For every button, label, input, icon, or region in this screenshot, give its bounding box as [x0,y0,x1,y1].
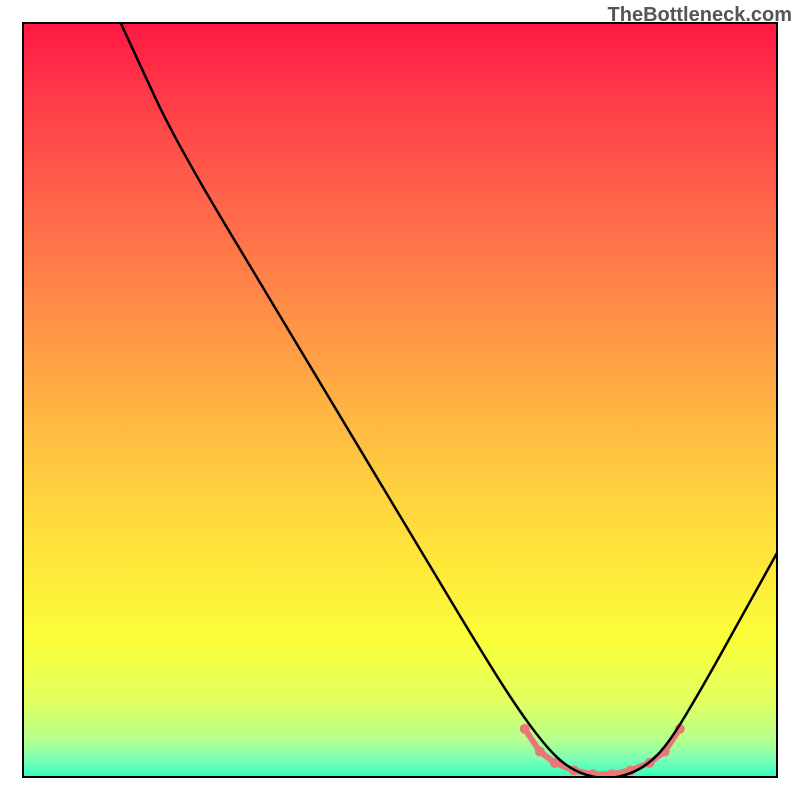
highlight-segment [525,729,680,774]
watermark-text: TheBottleneck.com [608,4,792,27]
main-curve [120,22,778,778]
plot-area [22,22,778,778]
chart-container: TheBottleneck.com [0,0,800,800]
curve-layer [22,22,778,778]
